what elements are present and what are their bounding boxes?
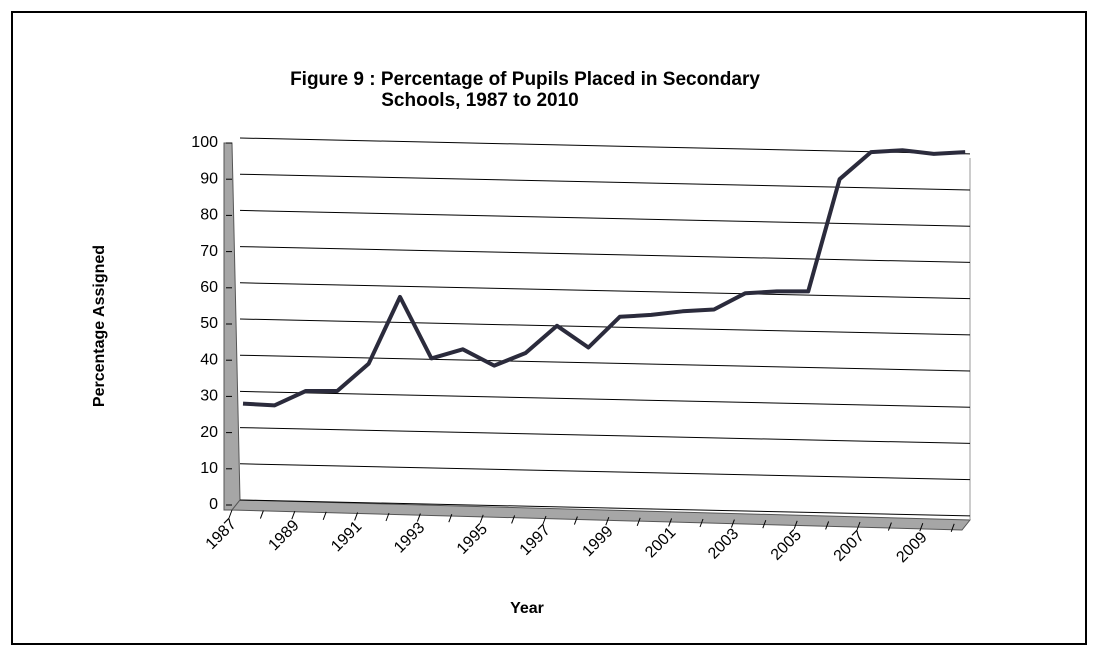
x-tick (856, 521, 861, 531)
grid-line (239, 173, 971, 191)
x-tick (605, 517, 610, 526)
x-tick (825, 521, 830, 530)
x-tick (479, 514, 484, 523)
x-tick (354, 512, 359, 521)
x-tick (511, 515, 516, 524)
grid-line (239, 354, 971, 372)
grid-line (239, 427, 971, 444)
x-tick (699, 518, 704, 528)
y-axis-label: Percentage Assigned (91, 245, 108, 407)
chart-title: Schools, 1987 to 2010 (381, 90, 579, 111)
grid-line (239, 137, 971, 155)
line (242, 148, 966, 408)
x-tick (793, 520, 798, 529)
y-tick-label: 30 (200, 388, 218, 405)
chart-frame (11, 11, 1087, 645)
x-tick (950, 523, 955, 532)
x-tick (887, 522, 892, 531)
chart-title: Figure 9 : Percentage of Pupils Placed i… (290, 69, 760, 90)
x-tick (416, 513, 421, 522)
x-tick (259, 510, 264, 519)
y-tick-label: 80 (200, 207, 218, 224)
x-tick (919, 523, 924, 532)
x-tick (762, 520, 767, 529)
y-tick-label: 90 (200, 170, 218, 187)
x-axis-label: Year (510, 600, 544, 617)
grid-line (239, 246, 971, 263)
grid-line (239, 463, 971, 481)
x-tick (668, 518, 673, 527)
x-tick (322, 511, 327, 520)
grid-line (239, 209, 971, 227)
y-tick-label: 0 (209, 496, 218, 513)
x-tick (228, 509, 233, 519)
y-tick-label: 10 (200, 460, 218, 477)
grid-line (239, 390, 971, 408)
x-tick (385, 512, 390, 522)
x-tick (291, 511, 296, 520)
x-tick (573, 516, 578, 525)
grid-line (239, 318, 971, 336)
grid-line (239, 282, 971, 300)
y-tick-label: 40 (200, 351, 218, 368)
x-tick (730, 519, 735, 528)
x-tick (636, 517, 641, 526)
y-tick-label: 50 (200, 315, 218, 332)
y-tick-label: 100 (191, 134, 218, 151)
grid-line (239, 499, 971, 517)
x-tick (448, 514, 453, 523)
y-tick-label: 60 (200, 279, 218, 296)
y-tick-label: 20 (200, 424, 218, 441)
y-tick-label: 70 (200, 243, 218, 260)
x-tick (542, 515, 547, 525)
